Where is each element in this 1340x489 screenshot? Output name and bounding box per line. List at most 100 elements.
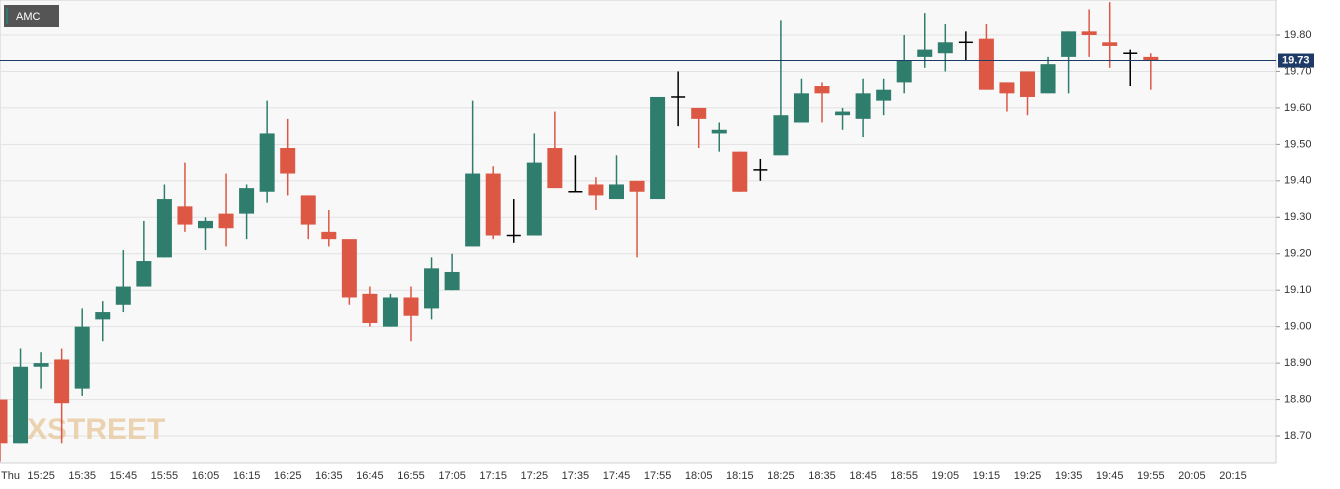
- y-tick-label: 18.80: [1284, 393, 1312, 405]
- y-tick-label: 19.60: [1284, 102, 1312, 114]
- legend-swatch: [6, 8, 8, 24]
- y-tick-label: 19.10: [1284, 284, 1312, 296]
- candle-body: [382, 297, 398, 327]
- candle-body: [13, 366, 29, 444]
- x-tick-label: 19:15: [973, 470, 1001, 482]
- last-price-tag: [1278, 53, 1314, 68]
- last-price-label: 19.73: [1282, 54, 1310, 66]
- candle-body: [999, 82, 1015, 94]
- candle-body: [1040, 64, 1056, 94]
- candle-body: [588, 184, 604, 196]
- x-tick-label: Thu: [1, 470, 20, 482]
- x-tick-label: 16:45: [356, 470, 384, 482]
- legend-label: AMC: [16, 11, 41, 23]
- candle-body: [362, 293, 378, 324]
- candle-body: [156, 199, 172, 258]
- candle-body: [115, 286, 131, 305]
- x-tick-label: 19:25: [1014, 470, 1042, 482]
- candle-body: [732, 151, 748, 192]
- candle-body: [814, 86, 830, 94]
- x-tick-label: 18:45: [849, 470, 877, 482]
- y-tick-label: 19.30: [1284, 211, 1312, 223]
- candle-body: [218, 213, 234, 229]
- candle-body: [835, 111, 851, 116]
- x-tick-label: 19:35: [1055, 470, 1083, 482]
- plot-area: [0, 0, 1277, 464]
- candle-body: [403, 297, 419, 316]
- candle-body: [485, 173, 501, 236]
- legend-box: [4, 5, 59, 27]
- candle-body: [74, 326, 90, 389]
- candle-body: [300, 195, 316, 225]
- x-tick-label: 16:25: [274, 470, 302, 482]
- candle-body: [773, 115, 789, 156]
- x-tick-label: 19:55: [1137, 470, 1165, 482]
- x-tick-label: 15:55: [151, 470, 179, 482]
- candle-body: [54, 359, 70, 404]
- candle-body: [177, 206, 193, 225]
- candle-body: [711, 129, 727, 134]
- candle-body: [1143, 56, 1159, 61]
- candle-body: [444, 271, 460, 291]
- candle-body: [1081, 31, 1097, 35]
- x-tick-label: 18:05: [685, 470, 713, 482]
- x-tick-label: 20:05: [1178, 470, 1206, 482]
- x-tick-label: 15:35: [68, 470, 96, 482]
- y-tick-label: 19.40: [1284, 175, 1312, 187]
- candle-body: [280, 148, 296, 174]
- y-tick-label: 19.20: [1284, 248, 1312, 260]
- x-tick-label: 15:25: [27, 470, 55, 482]
- x-tick-label: 18:55: [890, 470, 918, 482]
- x-tick-label: 16:35: [315, 470, 343, 482]
- y-tick-label: 19.80: [1284, 29, 1312, 41]
- candle-body: [609, 184, 624, 200]
- x-tick-label: 19:05: [932, 470, 960, 482]
- candle-body: [259, 133, 275, 192]
- candle-body: [33, 363, 49, 367]
- candle-body: [876, 89, 892, 101]
- candle-body: [95, 312, 111, 320]
- candle-body: [1020, 71, 1035, 97]
- candle-body: [136, 261, 152, 287]
- candle-body: [547, 148, 563, 189]
- candle-body: [239, 188, 255, 214]
- x-tick-label: 17:45: [603, 470, 631, 482]
- candle-body: [855, 93, 871, 119]
- x-tick-label: 18:15: [726, 470, 754, 482]
- overlay: 19.73: [0, 53, 1314, 68]
- watermark: XSTREET: [27, 413, 165, 446]
- x-tick-label: 17:55: [644, 470, 672, 482]
- candle-body: [793, 93, 809, 123]
- candle-body: [526, 162, 542, 236]
- y-tick-label: 18.90: [1284, 357, 1312, 369]
- x-tick-label: 18:35: [808, 470, 836, 482]
- candle-body: [424, 268, 440, 309]
- candle-body: [465, 173, 481, 247]
- y-tick-label: 19.70: [1284, 65, 1312, 77]
- candle-body: [896, 60, 912, 83]
- y-tick-label: 19.50: [1284, 138, 1312, 150]
- x-tick-label: 17:05: [438, 470, 466, 482]
- candle-body: [0, 399, 8, 444]
- x-tick-label: 18:25: [767, 470, 795, 482]
- candle-body: [650, 96, 666, 200]
- candle-body: [629, 180, 645, 192]
- candles: [0, 2, 1159, 462]
- x-tick-label: 15:45: [110, 470, 138, 482]
- candle-body: [937, 42, 953, 54]
- x-tick-label: 16:05: [192, 470, 220, 482]
- y-tick-label: 19.00: [1284, 321, 1312, 333]
- candle-body: [321, 231, 337, 240]
- candle-body: [978, 38, 994, 90]
- x-tick-label: 17:35: [562, 470, 590, 482]
- candle-body: [1061, 31, 1077, 57]
- candle-body: [341, 239, 357, 298]
- x-tick-label: 20:15: [1219, 470, 1247, 482]
- candle-body: [691, 107, 707, 119]
- x-tick-label: 17:15: [479, 470, 507, 482]
- x-tick-label: 16:15: [233, 470, 261, 482]
- candle-body: [198, 220, 213, 229]
- x-tick-label: 16:55: [397, 470, 425, 482]
- x-tick-label: 17:25: [521, 470, 549, 482]
